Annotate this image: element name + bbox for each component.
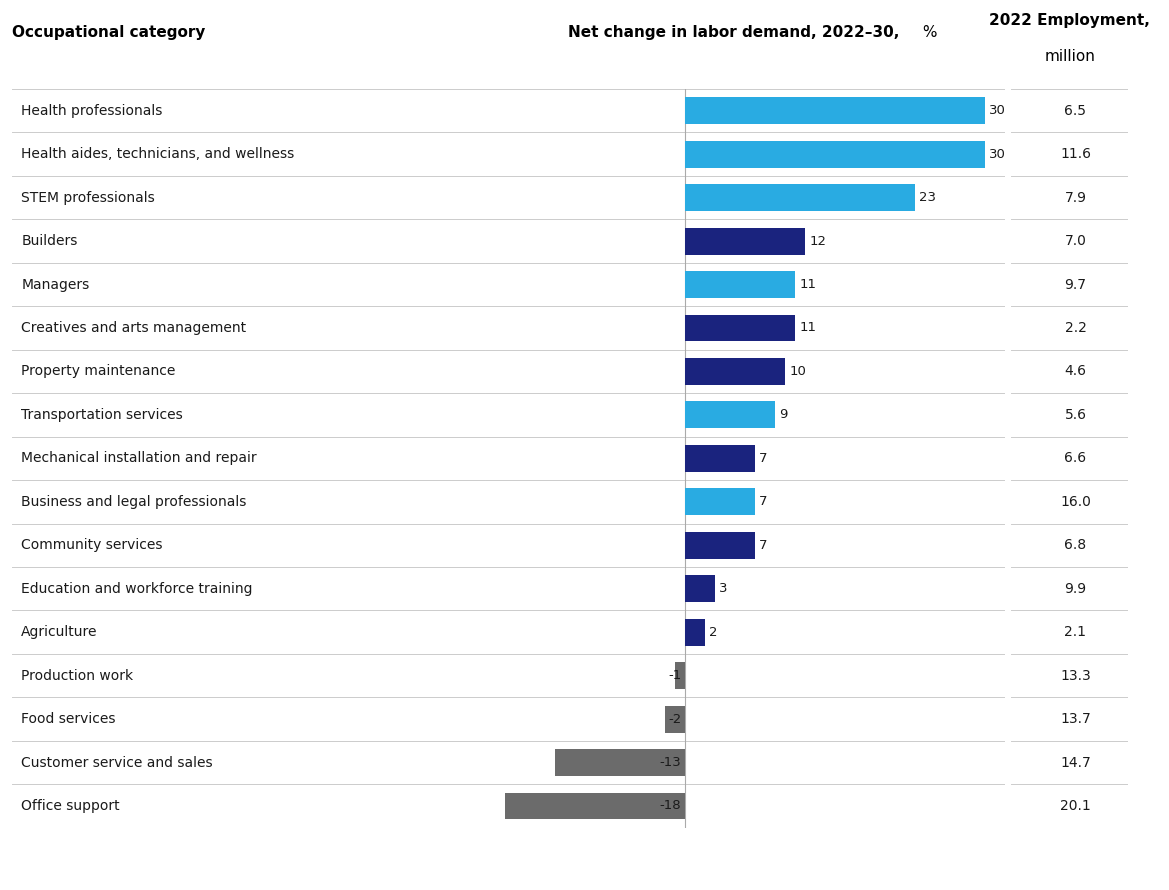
Text: Office support: Office support: [21, 799, 119, 813]
Bar: [685, 489, 755, 515]
Text: 2.1: 2.1: [1065, 625, 1086, 639]
Text: Net change in labor demand, 2022–30,: Net change in labor demand, 2022–30,: [568, 25, 899, 40]
Text: STEM professionals: STEM professionals: [21, 190, 155, 205]
Text: 9: 9: [780, 409, 788, 421]
Text: Food services: Food services: [21, 712, 116, 726]
Text: 2: 2: [710, 626, 718, 639]
Text: 6.8: 6.8: [1065, 538, 1086, 553]
Text: 6.5: 6.5: [1065, 104, 1086, 117]
Text: 20.1: 20.1: [1060, 799, 1091, 813]
Bar: [685, 97, 985, 125]
Text: 7.9: 7.9: [1065, 190, 1086, 205]
Bar: [555, 749, 685, 776]
Text: Property maintenance: Property maintenance: [21, 364, 175, 378]
Text: Creatives and arts management: Creatives and arts management: [21, 321, 247, 335]
Text: -18: -18: [659, 799, 682, 813]
Bar: [685, 228, 805, 255]
Text: -1: -1: [667, 669, 682, 682]
Text: Mechanical installation and repair: Mechanical installation and repair: [21, 451, 257, 465]
Text: 6.6: 6.6: [1065, 451, 1086, 465]
Text: Health professionals: Health professionals: [21, 104, 162, 117]
Bar: [665, 706, 685, 732]
Text: 11: 11: [800, 321, 816, 335]
Bar: [685, 401, 775, 428]
Text: 14.7: 14.7: [1060, 756, 1091, 770]
Text: Community services: Community services: [21, 538, 162, 553]
Text: Agriculture: Agriculture: [21, 625, 98, 639]
Text: 7: 7: [759, 496, 768, 508]
Text: 11: 11: [800, 278, 816, 291]
Bar: [685, 184, 915, 211]
Text: Health aides, technicians, and wellness: Health aides, technicians, and wellness: [21, 147, 295, 161]
Text: Education and workforce training: Education and workforce training: [21, 582, 253, 595]
Text: 30: 30: [989, 148, 1007, 161]
Bar: [676, 662, 685, 689]
Text: 2.2: 2.2: [1065, 321, 1086, 335]
Bar: [685, 575, 715, 603]
Bar: [685, 532, 755, 559]
Bar: [685, 271, 795, 298]
Text: 9.9: 9.9: [1065, 582, 1086, 595]
Text: Builders: Builders: [21, 234, 77, 248]
Text: 4.6: 4.6: [1065, 364, 1086, 378]
Text: 10: 10: [789, 365, 807, 378]
Text: 7: 7: [759, 452, 768, 465]
Text: 7.0: 7.0: [1065, 234, 1086, 248]
Text: 9.7: 9.7: [1065, 278, 1086, 292]
Text: Production work: Production work: [21, 668, 133, 683]
Text: 16.0: 16.0: [1060, 495, 1091, 509]
Bar: [685, 445, 755, 472]
Text: 3: 3: [719, 582, 728, 595]
Text: %: %: [919, 25, 938, 40]
Bar: [685, 619, 705, 645]
Text: 11.6: 11.6: [1060, 147, 1091, 161]
Text: 2022 Employment,: 2022 Employment,: [989, 13, 1150, 28]
Bar: [685, 141, 985, 167]
Text: 30: 30: [989, 104, 1007, 117]
Text: Business and legal professionals: Business and legal professionals: [21, 495, 247, 509]
Bar: [685, 314, 795, 342]
Text: Managers: Managers: [21, 278, 89, 292]
Text: -13: -13: [659, 756, 682, 769]
Text: 12: 12: [809, 235, 826, 247]
Text: 7: 7: [759, 538, 768, 552]
Text: -2: -2: [667, 713, 682, 725]
Bar: [505, 792, 685, 820]
Text: 13.3: 13.3: [1060, 668, 1091, 683]
Text: Occupational category: Occupational category: [12, 25, 205, 40]
Bar: [685, 358, 786, 384]
Text: 5.6: 5.6: [1065, 408, 1086, 422]
Text: Customer service and sales: Customer service and sales: [21, 756, 213, 770]
Text: Transportation services: Transportation services: [21, 408, 182, 422]
Text: million: million: [1044, 49, 1095, 64]
Text: 23: 23: [919, 191, 936, 204]
Text: 13.7: 13.7: [1060, 712, 1091, 726]
